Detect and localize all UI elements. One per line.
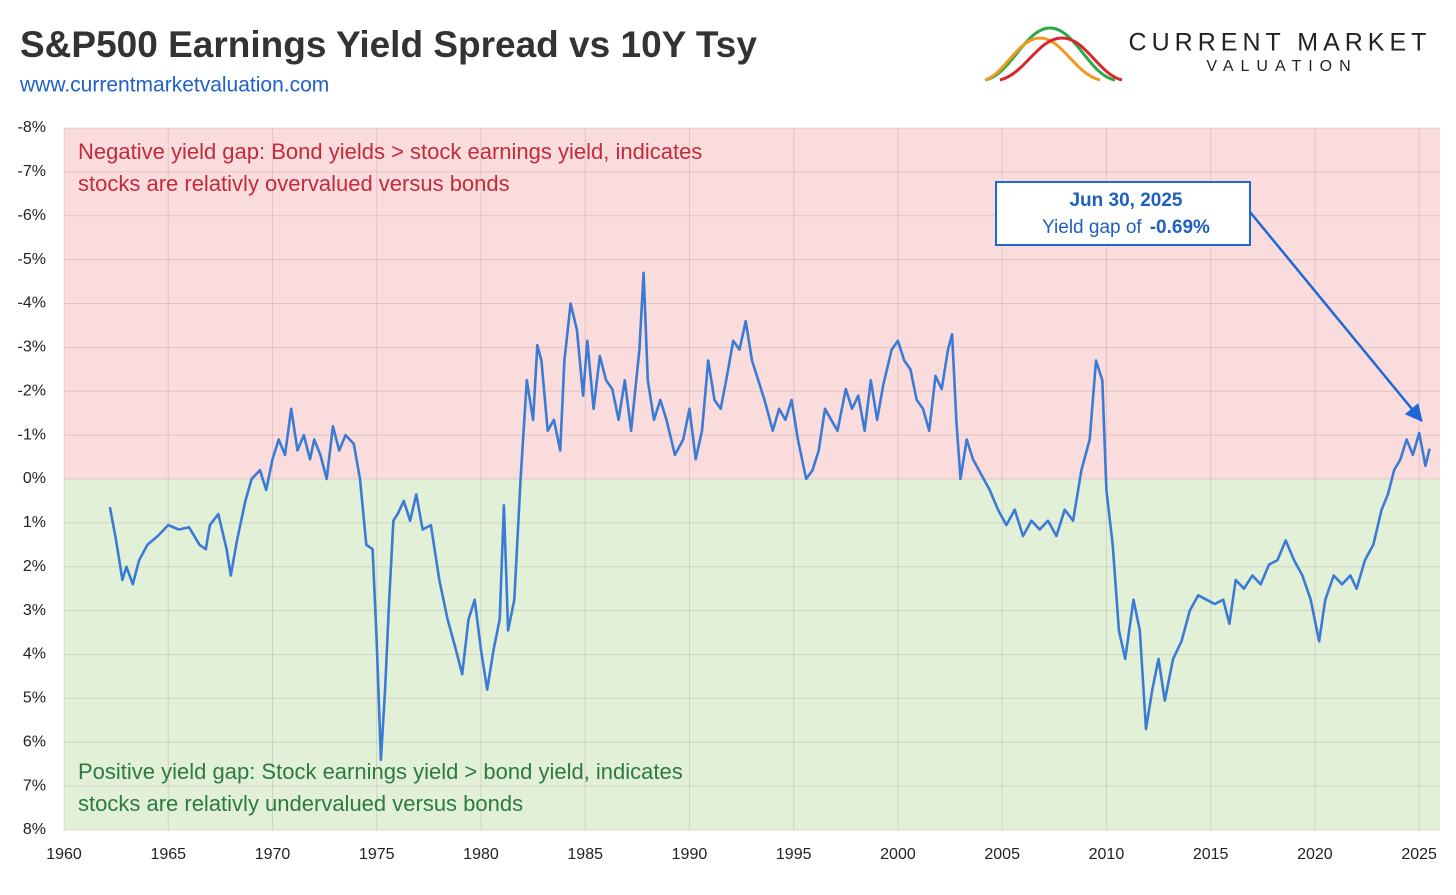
callout-text: Yield gap of -0.69% (1042, 217, 1210, 238)
y-tick-label: 6% (23, 733, 46, 750)
x-tick-label: 1965 (150, 846, 186, 863)
region-text: Negative yield gap: Bond yields > stock … (78, 139, 702, 164)
x-tick-label: 2025 (1401, 846, 1437, 863)
x-tick-label: 2010 (1089, 846, 1125, 863)
x-tick-label: 1995 (776, 846, 812, 863)
logo-bottom: VALUATION (1206, 58, 1357, 75)
subtitle: www.currentmarketvaluation.com (19, 74, 329, 97)
x-tick-label: 1975 (359, 846, 395, 863)
callout-value: -0.69% (1150, 217, 1210, 238)
callout-date: Jun 30, 2025 (1069, 190, 1182, 211)
y-tick-label: 2% (23, 558, 46, 575)
logo: CURRENT MARKET VALUATION (984, 26, 1432, 82)
y-tick-label: -3% (18, 339, 46, 356)
callout: Jun 30, 2025 Yield gap of -0.69% (995, 181, 1251, 246)
y-tick-label: -2% (18, 382, 46, 399)
callout-arrow (1249, 211, 1423, 423)
x-tick-label: 1985 (567, 846, 603, 863)
x-tick-label: 1970 (255, 846, 291, 863)
region-text: stocks are relativly undervalued versus … (78, 791, 523, 816)
y-tick-label: -6% (18, 207, 46, 224)
region-text: stocks are relativly overvalued versus b… (78, 171, 510, 196)
y-tick-label: 5% (23, 690, 46, 707)
logo-top: CURRENT MARKET (1129, 29, 1432, 57)
x-tick-label: 2020 (1297, 846, 1333, 863)
callout-box (995, 181, 1251, 246)
y-tick-label: 4% (23, 646, 46, 663)
y-tick-label: 1% (23, 514, 46, 531)
y-tick-label: -4% (18, 295, 46, 312)
region-text: Positive yield gap: Stock earnings yield… (78, 759, 683, 784)
data-line (108, 271, 1431, 762)
y-tick-label: -7% (18, 163, 46, 180)
x-tick-label: 1980 (463, 846, 499, 863)
y-tick-label: 7% (23, 777, 46, 794)
y-tick-label: -5% (18, 251, 46, 268)
y-tick-label: 0% (23, 470, 46, 487)
y-tick-label: -1% (18, 426, 46, 443)
x-tick-label: 2015 (1193, 846, 1229, 863)
chart-title: S&P500 Earnings Yield Spread vs 10Y Tsy (20, 24, 757, 65)
y-tick-label: 3% (23, 602, 46, 619)
x-tick-label: 2005 (984, 846, 1020, 863)
y-tick-label: 8% (23, 821, 46, 838)
callout-label: Yield gap of (1042, 217, 1142, 238)
y-tick-label: -8% (18, 119, 46, 136)
x-tick-label: 2000 (880, 846, 916, 863)
region-below (64, 479, 1440, 830)
x-tick-label: 1960 (46, 846, 82, 863)
x-tick-label: 1990 (672, 846, 708, 863)
